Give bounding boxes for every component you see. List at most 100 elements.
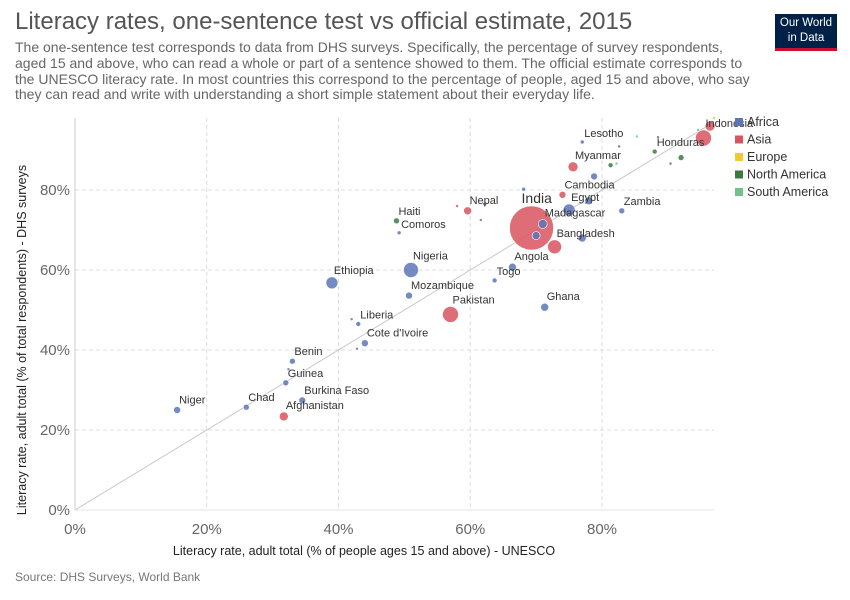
data-point[interactable]: [562, 203, 576, 217]
data-point[interactable]: [455, 204, 459, 208]
point-label: Ghana: [547, 291, 581, 303]
legend-swatch: [735, 153, 743, 161]
data-point[interactable]: [531, 231, 541, 240]
data-point[interactable]: [491, 277, 498, 284]
data-point[interactable]: [614, 161, 619, 166]
point-label: Nigeria: [413, 251, 449, 263]
data-point[interactable]: [298, 396, 307, 405]
point-label: Liberia: [360, 310, 394, 322]
point-label: Cote d'Ivoire: [367, 328, 428, 340]
data-point[interactable]: [289, 357, 296, 365]
legend-swatch: [735, 188, 743, 196]
point-label: Bangladesh: [557, 228, 615, 240]
data-point[interactable]: [712, 116, 716, 120]
data-point[interactable]: [463, 206, 472, 216]
legend-entry[interactable]: South America: [747, 185, 828, 199]
y-axis-line: [74, 118, 714, 511]
y-tick-label: 20%: [40, 422, 70, 439]
data-point[interactable]: [355, 321, 362, 327]
data-point[interactable]: [325, 276, 339, 290]
data-point[interactable]: [361, 339, 369, 348]
data-point[interactable]: [403, 262, 419, 278]
y-tick-label: 0%: [48, 502, 70, 519]
x-tick-label: 20%: [192, 521, 222, 538]
data-point[interactable]: [617, 144, 621, 149]
point-label: Chad: [248, 392, 274, 404]
data-point[interactable]: [607, 162, 614, 168]
data-point[interactable]: [584, 196, 594, 206]
point-label: Pakistan: [452, 294, 494, 306]
point-label: Angola: [514, 251, 549, 263]
data-point[interactable]: [355, 346, 359, 351]
data-point[interactable]: [579, 139, 585, 145]
legend-entry[interactable]: Africa: [747, 115, 779, 129]
data-point[interactable]: [349, 317, 354, 322]
x-tick-label: 0%: [64, 521, 86, 538]
data-point[interactable]: [279, 411, 289, 422]
x-tick-label: 60%: [455, 521, 485, 538]
point-label: Haiti: [398, 206, 420, 218]
data-point[interactable]: [521, 186, 526, 192]
legend-swatch: [735, 170, 743, 179]
x-tick-label: 40%: [323, 521, 353, 538]
data-point[interactable]: [651, 148, 658, 155]
legend-swatch: [735, 118, 743, 126]
point-label: Myanmar: [575, 150, 621, 162]
owid-logo[interactable]: Our World in Data: [775, 14, 837, 51]
data-point[interactable]: [393, 217, 400, 225]
y-tick-label: 40%: [40, 342, 70, 359]
x-axis-title: Literacy rate, adult total (% of people …: [173, 544, 555, 558]
data-point[interactable]: [396, 230, 402, 236]
data-point[interactable]: [405, 291, 413, 300]
data-point[interactable]: [656, 135, 660, 139]
source-note: Source: DHS Surveys, World Bank: [15, 570, 201, 584]
data-point[interactable]: [540, 302, 549, 312]
data-point[interactable]: [696, 128, 700, 132]
data-point[interactable]: [478, 218, 483, 222]
data-point[interactable]: [242, 403, 250, 411]
data-point[interactable]: [482, 201, 488, 207]
point-label: Burkina Faso: [304, 385, 369, 397]
point-label: Mozambique: [411, 280, 474, 292]
point-label: Egypt: [571, 192, 599, 204]
point-label: Cambodia: [564, 179, 615, 191]
point-label: Madagascar: [545, 208, 606, 220]
x-tick-label: 80%: [587, 521, 617, 538]
legend-entry[interactable]: North America: [747, 168, 826, 182]
y-tick-label: 80%: [40, 182, 70, 199]
point-label: Togo: [497, 266, 521, 278]
point-label: Niger: [179, 395, 206, 407]
data-point[interactable]: [567, 161, 579, 173]
y-axis-title: Literacy rate, adult total (% of total r…: [15, 165, 29, 515]
point-label: Benin: [294, 346, 322, 358]
legend: Africa Asia Europe North America South Ameri…: [735, 115, 828, 199]
tick-labels: 0% 20% 40% 60% 80% 0% 20% 40% 60% 80%: [40, 182, 617, 538]
data-point[interactable]: [508, 262, 517, 272]
point-label: India: [522, 190, 553, 206]
point-label: Zambia: [624, 196, 662, 208]
data-points: [173, 116, 716, 422]
data-point[interactable]: [618, 207, 626, 215]
data-point[interactable]: [282, 379, 290, 387]
chart-subtitle: The one-sentence test corresponds to dat…: [15, 39, 750, 103]
data-point[interactable]: [173, 406, 181, 414]
data-point[interactable]: [635, 134, 639, 139]
point-label: Guinea: [288, 368, 324, 380]
data-point[interactable]: [704, 120, 716, 132]
data-point[interactable]: [537, 219, 548, 229]
data-point[interactable]: [577, 233, 587, 243]
data-point[interactable]: [509, 205, 554, 251]
data-point[interactable]: [547, 239, 562, 255]
point-label: Nepal: [470, 195, 499, 207]
legend-entry[interactable]: Europe: [747, 150, 787, 164]
legend-entry[interactable]: Asia: [747, 133, 771, 147]
data-point[interactable]: [677, 154, 685, 161]
data-point[interactable]: [558, 191, 567, 199]
data-point[interactable]: [590, 172, 598, 181]
data-point[interactable]: [695, 129, 712, 147]
data-point[interactable]: [442, 306, 459, 323]
data-point[interactable]: [668, 161, 673, 166]
point-label: Comoros: [401, 219, 446, 231]
data-point[interactable]: [286, 367, 291, 372]
